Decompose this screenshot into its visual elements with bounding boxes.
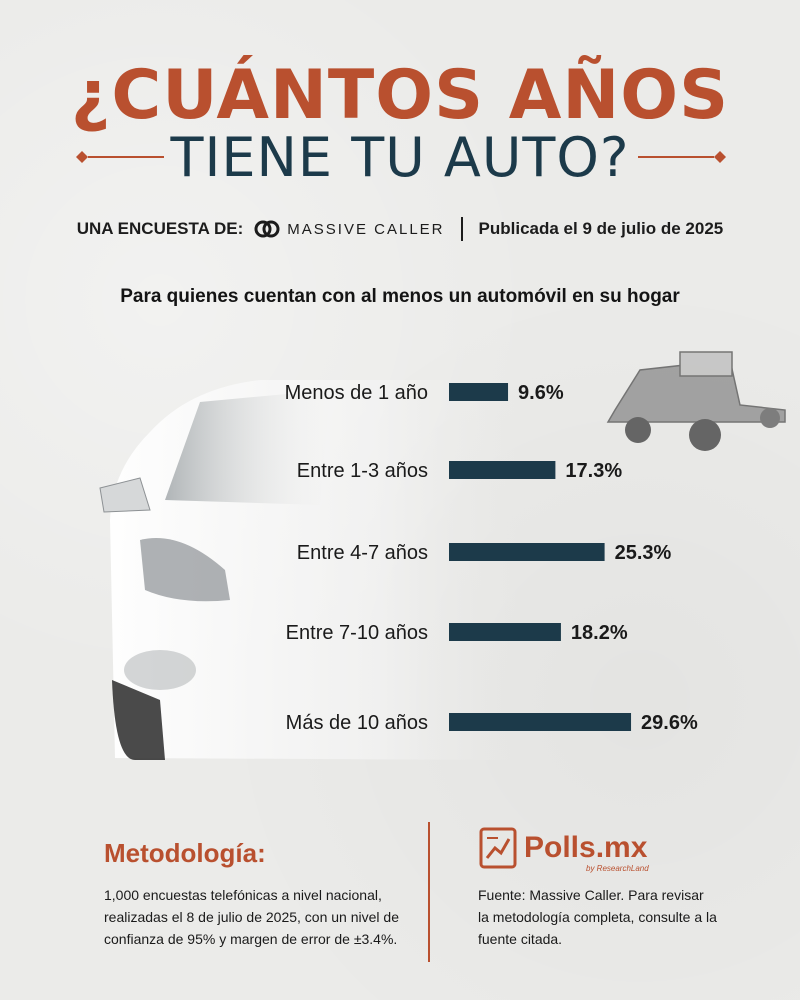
subtitle-bar: UNA ENCUESTA DE: MASSIVE CALLER Publicad…	[0, 214, 800, 244]
truck-illustration	[606, 351, 786, 451]
category-label: Entre 4-7 años	[297, 542, 428, 564]
value-label: 18.2%	[571, 622, 628, 644]
polls-logo-text: Polls.mx	[524, 831, 648, 864]
title-line1: ¿CUÁNTOS AÑOS	[70, 56, 730, 135]
car-illustration	[99, 380, 520, 760]
value-label: 9.6%	[518, 382, 564, 404]
bar	[449, 623, 561, 641]
bar	[449, 543, 605, 561]
ornament-right-icon	[638, 151, 726, 163]
subtitle-divider	[460, 217, 463, 241]
category-label: Entre 1-3 años	[297, 460, 428, 482]
value-label: 29.6%	[641, 712, 698, 734]
bar	[449, 713, 632, 731]
published-date: Publicada el 9 de julio de 2025	[478, 219, 724, 238]
brand: MASSIVE CALLER	[253, 219, 444, 239]
category-label: Entre 7-10 años	[286, 622, 428, 644]
brand-name: MASSIVE CALLER	[287, 220, 445, 238]
bar	[449, 383, 509, 401]
polls-logo: Polls.mx	[478, 826, 647, 870]
bar	[449, 461, 556, 479]
methodology-text: 1,000 encuestas telefónicas a nivel naci…	[104, 887, 399, 947]
value-label: 25.3%	[615, 542, 672, 564]
value-label: 17.3%	[565, 460, 622, 482]
bar-chart: Menos de 1 año 9.6% Entre 1-3 años 17.3% Ent…	[99, 351, 786, 760]
category-label: Menos de 1 año	[285, 382, 428, 404]
massive-caller-logo-icon	[254, 220, 280, 238]
source-text: Fuente: Massive Caller. Para revisar la …	[478, 887, 717, 947]
footer-divider	[428, 822, 430, 962]
question-text: Para quienes cuentan con al menos un aut…	[120, 286, 680, 307]
methodology-title: Metodología:	[104, 838, 266, 868]
polls-logo-icon	[479, 827, 517, 869]
ornament-left-icon	[76, 151, 164, 163]
category-label: Más de 10 años	[286, 712, 428, 734]
survey-prefix: UNA ENCUESTA DE:	[76, 219, 244, 238]
polls-logo-subtext: by ResearchLand	[586, 864, 649, 873]
title-line2: TIENE TU AUTO?	[170, 126, 630, 189]
